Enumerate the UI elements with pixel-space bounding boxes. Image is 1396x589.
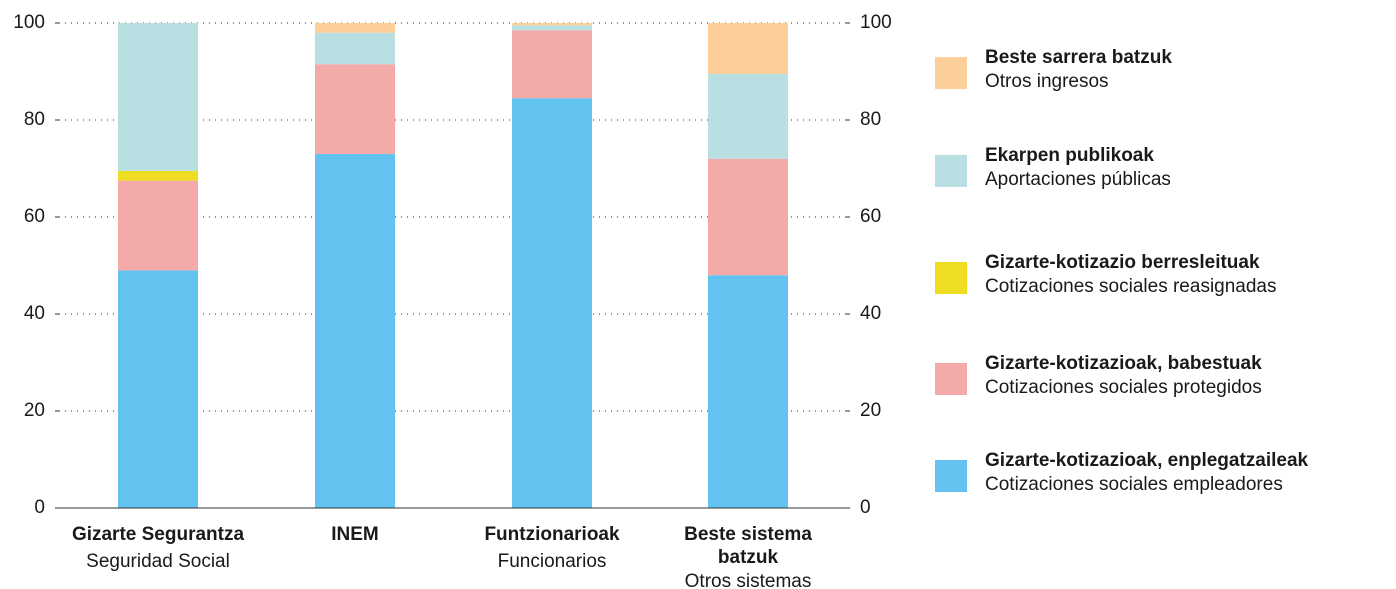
y2-tick-label: 20 <box>860 400 881 421</box>
y-tick-label: 0 <box>34 497 45 518</box>
bar-segment <box>118 170 198 181</box>
bar-segment <box>315 32 395 65</box>
legend-swatch <box>935 262 967 294</box>
legend-label: Ekarpen publikoak <box>985 145 1154 166</box>
y2-tick-label: 80 <box>860 109 881 130</box>
legend-swatch <box>935 57 967 89</box>
bar-segment <box>708 158 788 276</box>
y-tick-label: 20 <box>24 400 45 421</box>
x-tick-label: Funtzionarioak <box>484 524 620 545</box>
legend-sublabel: Cotizaciones sociales reasignadas <box>985 276 1277 297</box>
bar-segment <box>708 23 788 74</box>
x-tick-label: Gizarte Segurantza <box>72 524 245 545</box>
legend-label: Gizarte-kotizazioak, enplegatzaileak <box>985 450 1309 471</box>
bar-segment <box>118 23 198 171</box>
bar-segment <box>512 23 592 26</box>
legend-swatch <box>935 460 967 492</box>
bar-segment <box>118 180 198 271</box>
bar-segment <box>315 64 395 154</box>
x-tick-sublabel: Otros sistemas <box>685 571 812 589</box>
legend-sublabel: Cotizaciones sociales protegidos <box>985 377 1262 398</box>
legend-label: Beste sarrera batzuk <box>985 47 1172 68</box>
x-tick-label: Beste sistema batzuk <box>684 524 812 568</box>
bar-segment <box>512 98 592 509</box>
bar-segment <box>512 25 592 31</box>
x-tick-sublabel: Funcionarios <box>498 551 607 572</box>
legend-sublabel: Aportaciones públicas <box>985 169 1171 190</box>
legend-label: Gizarte-kotizazio berresleituak <box>985 252 1260 273</box>
bar-segment <box>708 275 788 508</box>
legend-sublabel: Otros ingresos <box>985 71 1109 92</box>
bar-segment <box>315 23 395 33</box>
x-tick-label: INEM <box>331 524 379 545</box>
y2-tick-label: 0 <box>860 497 871 518</box>
y2-tick-label: 60 <box>860 206 881 227</box>
y-tick-label: 60 <box>24 206 45 227</box>
legend-swatch <box>935 363 967 395</box>
y2-tick-label: 100 <box>860 12 892 33</box>
x-tick-sublabel: Seguridad Social <box>86 551 230 572</box>
bar-segment <box>118 270 198 508</box>
bar-segment <box>315 153 395 508</box>
legend-label: Gizarte-kotizazioak, babestuak <box>985 353 1262 374</box>
bar-segment <box>512 30 592 99</box>
bar-segment <box>708 73 788 159</box>
y2-tick-label: 40 <box>860 303 881 324</box>
legend-swatch <box>935 155 967 187</box>
y-tick-label: 100 <box>13 12 45 33</box>
legend-sublabel: Cotizaciones sociales empleadores <box>985 474 1283 495</box>
y-tick-label: 40 <box>24 303 45 324</box>
y-tick-label: 80 <box>24 109 45 130</box>
